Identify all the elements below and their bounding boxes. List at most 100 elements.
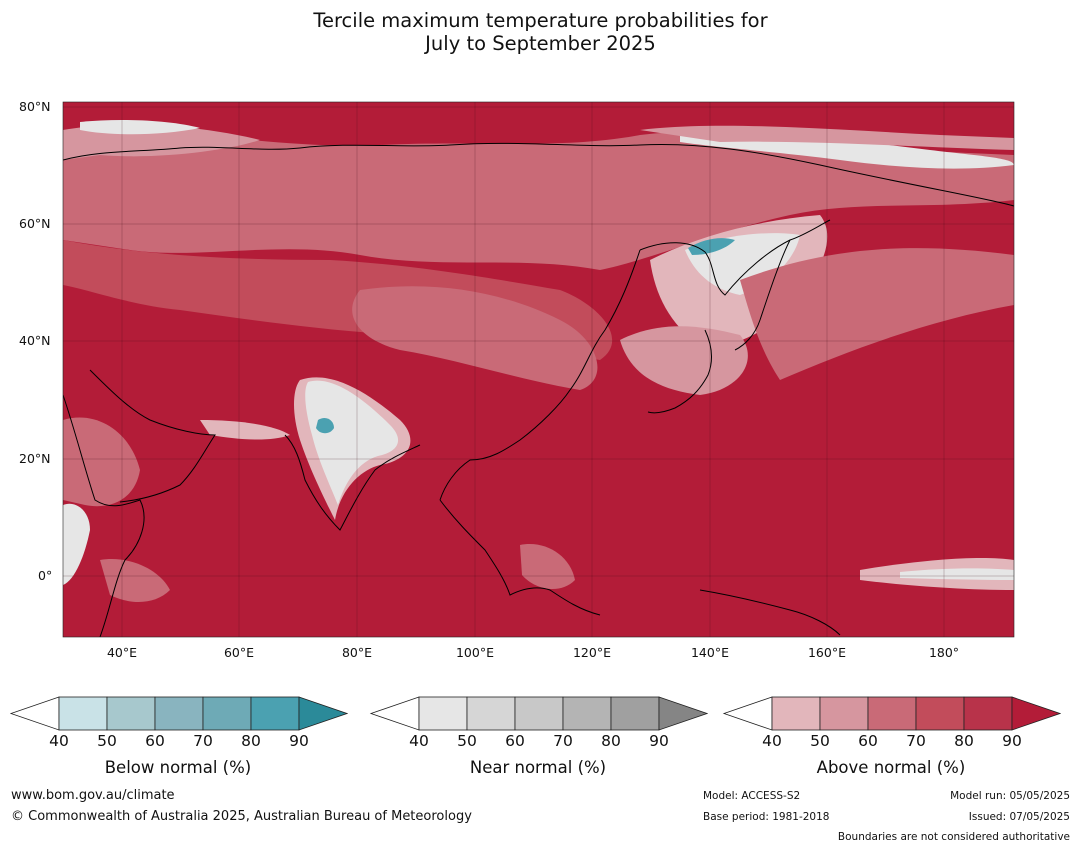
india-below-normal xyxy=(316,417,334,434)
legend-above-tick-50: 50 xyxy=(810,732,830,750)
persian-gulf-above-40 xyxy=(200,420,290,440)
coast-southeast-asia xyxy=(439,499,601,616)
colorbar-extend-low xyxy=(9,696,60,731)
lat-label-60n: 60°N xyxy=(19,216,51,231)
website-link[interactable]: www.bom.gov.au/climate xyxy=(11,788,175,803)
bering-above-50 xyxy=(640,125,1014,150)
okhotsk-below-normal xyxy=(688,238,735,255)
colorbar-segment xyxy=(867,696,917,731)
colorbar-segment xyxy=(963,696,1013,731)
borneo-above-60 xyxy=(520,544,575,590)
colorbar-segment xyxy=(514,696,564,731)
colorbar-extend-low xyxy=(722,696,773,731)
equatorial-pacific-near-normal xyxy=(900,568,1014,580)
copyright-text: © Commonwealth of Australia 2025, Austra… xyxy=(11,809,472,824)
legend-below-tick-40: 40 xyxy=(49,732,69,750)
coast-new-guinea xyxy=(699,589,841,636)
map-title: Tercile maximum temperature probabilitie… xyxy=(0,9,1081,55)
legend-near-tick-90: 90 xyxy=(649,732,669,750)
east-asia-above-60 xyxy=(352,286,598,390)
arabia-above-60 xyxy=(63,417,140,507)
model-text: Model: ACCESS-S2 xyxy=(703,790,801,802)
japan-above-50 xyxy=(620,326,748,395)
colorbar-extend-high xyxy=(1011,696,1061,731)
map-frame xyxy=(62,101,1015,638)
lon-label-120e: 120°E xyxy=(572,645,611,660)
lon-label-160e: 160°E xyxy=(807,645,846,660)
base-period-text: Base period: 1981-2018 xyxy=(703,811,830,823)
coast-eurasia-north xyxy=(63,142,1014,207)
india-near-normal xyxy=(305,380,399,505)
title-line-1: Tercile maximum temperature probabilitie… xyxy=(313,9,768,32)
legend-above-tick-80: 80 xyxy=(954,732,974,750)
coast-okhotsk xyxy=(639,219,831,296)
below-normal-colorbar xyxy=(9,696,348,731)
lon-label-40e: 40°E xyxy=(106,645,138,660)
lat-label-20n: 20°N xyxy=(19,451,51,466)
legend-near-normal: 40 50 60 70 80 90 Near normal (%) xyxy=(368,694,708,779)
legend-above-tick-90: 90 xyxy=(1002,732,1022,750)
coast-east-asia xyxy=(439,249,641,501)
legend-above-tick-40: 40 xyxy=(762,732,782,750)
colorbar-segment xyxy=(202,696,252,731)
model-run-text: Model run: 05/05/2025 xyxy=(950,790,1070,802)
coast-arabia xyxy=(89,369,216,503)
coastlines xyxy=(63,142,1014,637)
arctic-near-normal xyxy=(80,120,200,135)
map-field xyxy=(63,102,1014,637)
legend-below-tick-90: 90 xyxy=(289,732,309,750)
colorbar-segment xyxy=(819,696,869,731)
legend-below-title: Below normal (%) xyxy=(104,758,252,777)
colorbar-segment xyxy=(58,696,108,731)
disclaimer-text: Boundaries are not considered authoritat… xyxy=(837,831,1070,843)
coast-japan xyxy=(647,329,713,414)
colorbar-segment xyxy=(562,696,612,731)
legend-near-tick-50: 50 xyxy=(457,732,477,750)
title-line-2: July to September 2025 xyxy=(425,32,656,55)
near-normal-colorbar xyxy=(369,696,708,731)
legend-near-tick-70: 70 xyxy=(553,732,573,750)
colorbar-extend-high xyxy=(658,696,708,731)
lon-label-100e: 100°E xyxy=(455,645,494,660)
legend-below-tick-50: 50 xyxy=(97,732,117,750)
issued-text: Issued: 07/05/2025 xyxy=(968,811,1070,823)
legend-below-tick-70: 70 xyxy=(193,732,213,750)
lon-label-180: 180° xyxy=(928,645,960,660)
colorbar-segment xyxy=(610,696,660,731)
north-pacific-above-60 xyxy=(740,248,1014,380)
legend-below-normal: 40 50 60 70 80 90 Below normal (%) xyxy=(8,694,348,779)
legend-near-tick-60: 60 xyxy=(505,732,525,750)
colorbar-segment xyxy=(915,696,965,731)
lon-label-80e: 80°E xyxy=(341,645,373,660)
colorbar-extend-high xyxy=(298,696,348,731)
southwest-above-60 xyxy=(100,559,170,602)
colorbar-extend-low xyxy=(369,696,420,731)
colorbar-segment xyxy=(106,696,156,731)
colorbar-segment xyxy=(250,696,300,731)
lon-label-140e: 140°E xyxy=(690,645,729,660)
coast-india xyxy=(284,434,421,531)
above-normal-colorbar xyxy=(722,696,1061,731)
legend-above-normal: 40 50 60 70 80 90 Above normal (%) xyxy=(721,694,1061,779)
coast-africa xyxy=(63,394,145,637)
siberia-above-60 xyxy=(63,127,1014,270)
coast-kamchatka xyxy=(734,239,791,351)
colorbar-segment xyxy=(154,696,204,731)
legend-below-tick-60: 60 xyxy=(145,732,165,750)
horn-africa-near-normal xyxy=(63,503,90,585)
lat-label-40n: 40°N xyxy=(19,333,51,348)
lat-label-equator: 0° xyxy=(38,568,53,583)
colorbar-segment xyxy=(418,696,468,731)
legend-below-tick-80: 80 xyxy=(241,732,261,750)
legend-near-tick-40: 40 xyxy=(409,732,429,750)
legend-near-title: Near normal (%) xyxy=(469,758,607,777)
legend-above-tick-60: 60 xyxy=(858,732,878,750)
graticule xyxy=(63,102,1014,637)
legend-above-tick-70: 70 xyxy=(906,732,926,750)
probability-map xyxy=(62,101,1015,638)
lat-label-80n: 80°N xyxy=(19,99,51,114)
legend-near-tick-80: 80 xyxy=(601,732,621,750)
colorbar-segment xyxy=(466,696,516,731)
legend-above-title: Above normal (%) xyxy=(816,758,966,777)
colorbar-segment xyxy=(771,696,821,731)
